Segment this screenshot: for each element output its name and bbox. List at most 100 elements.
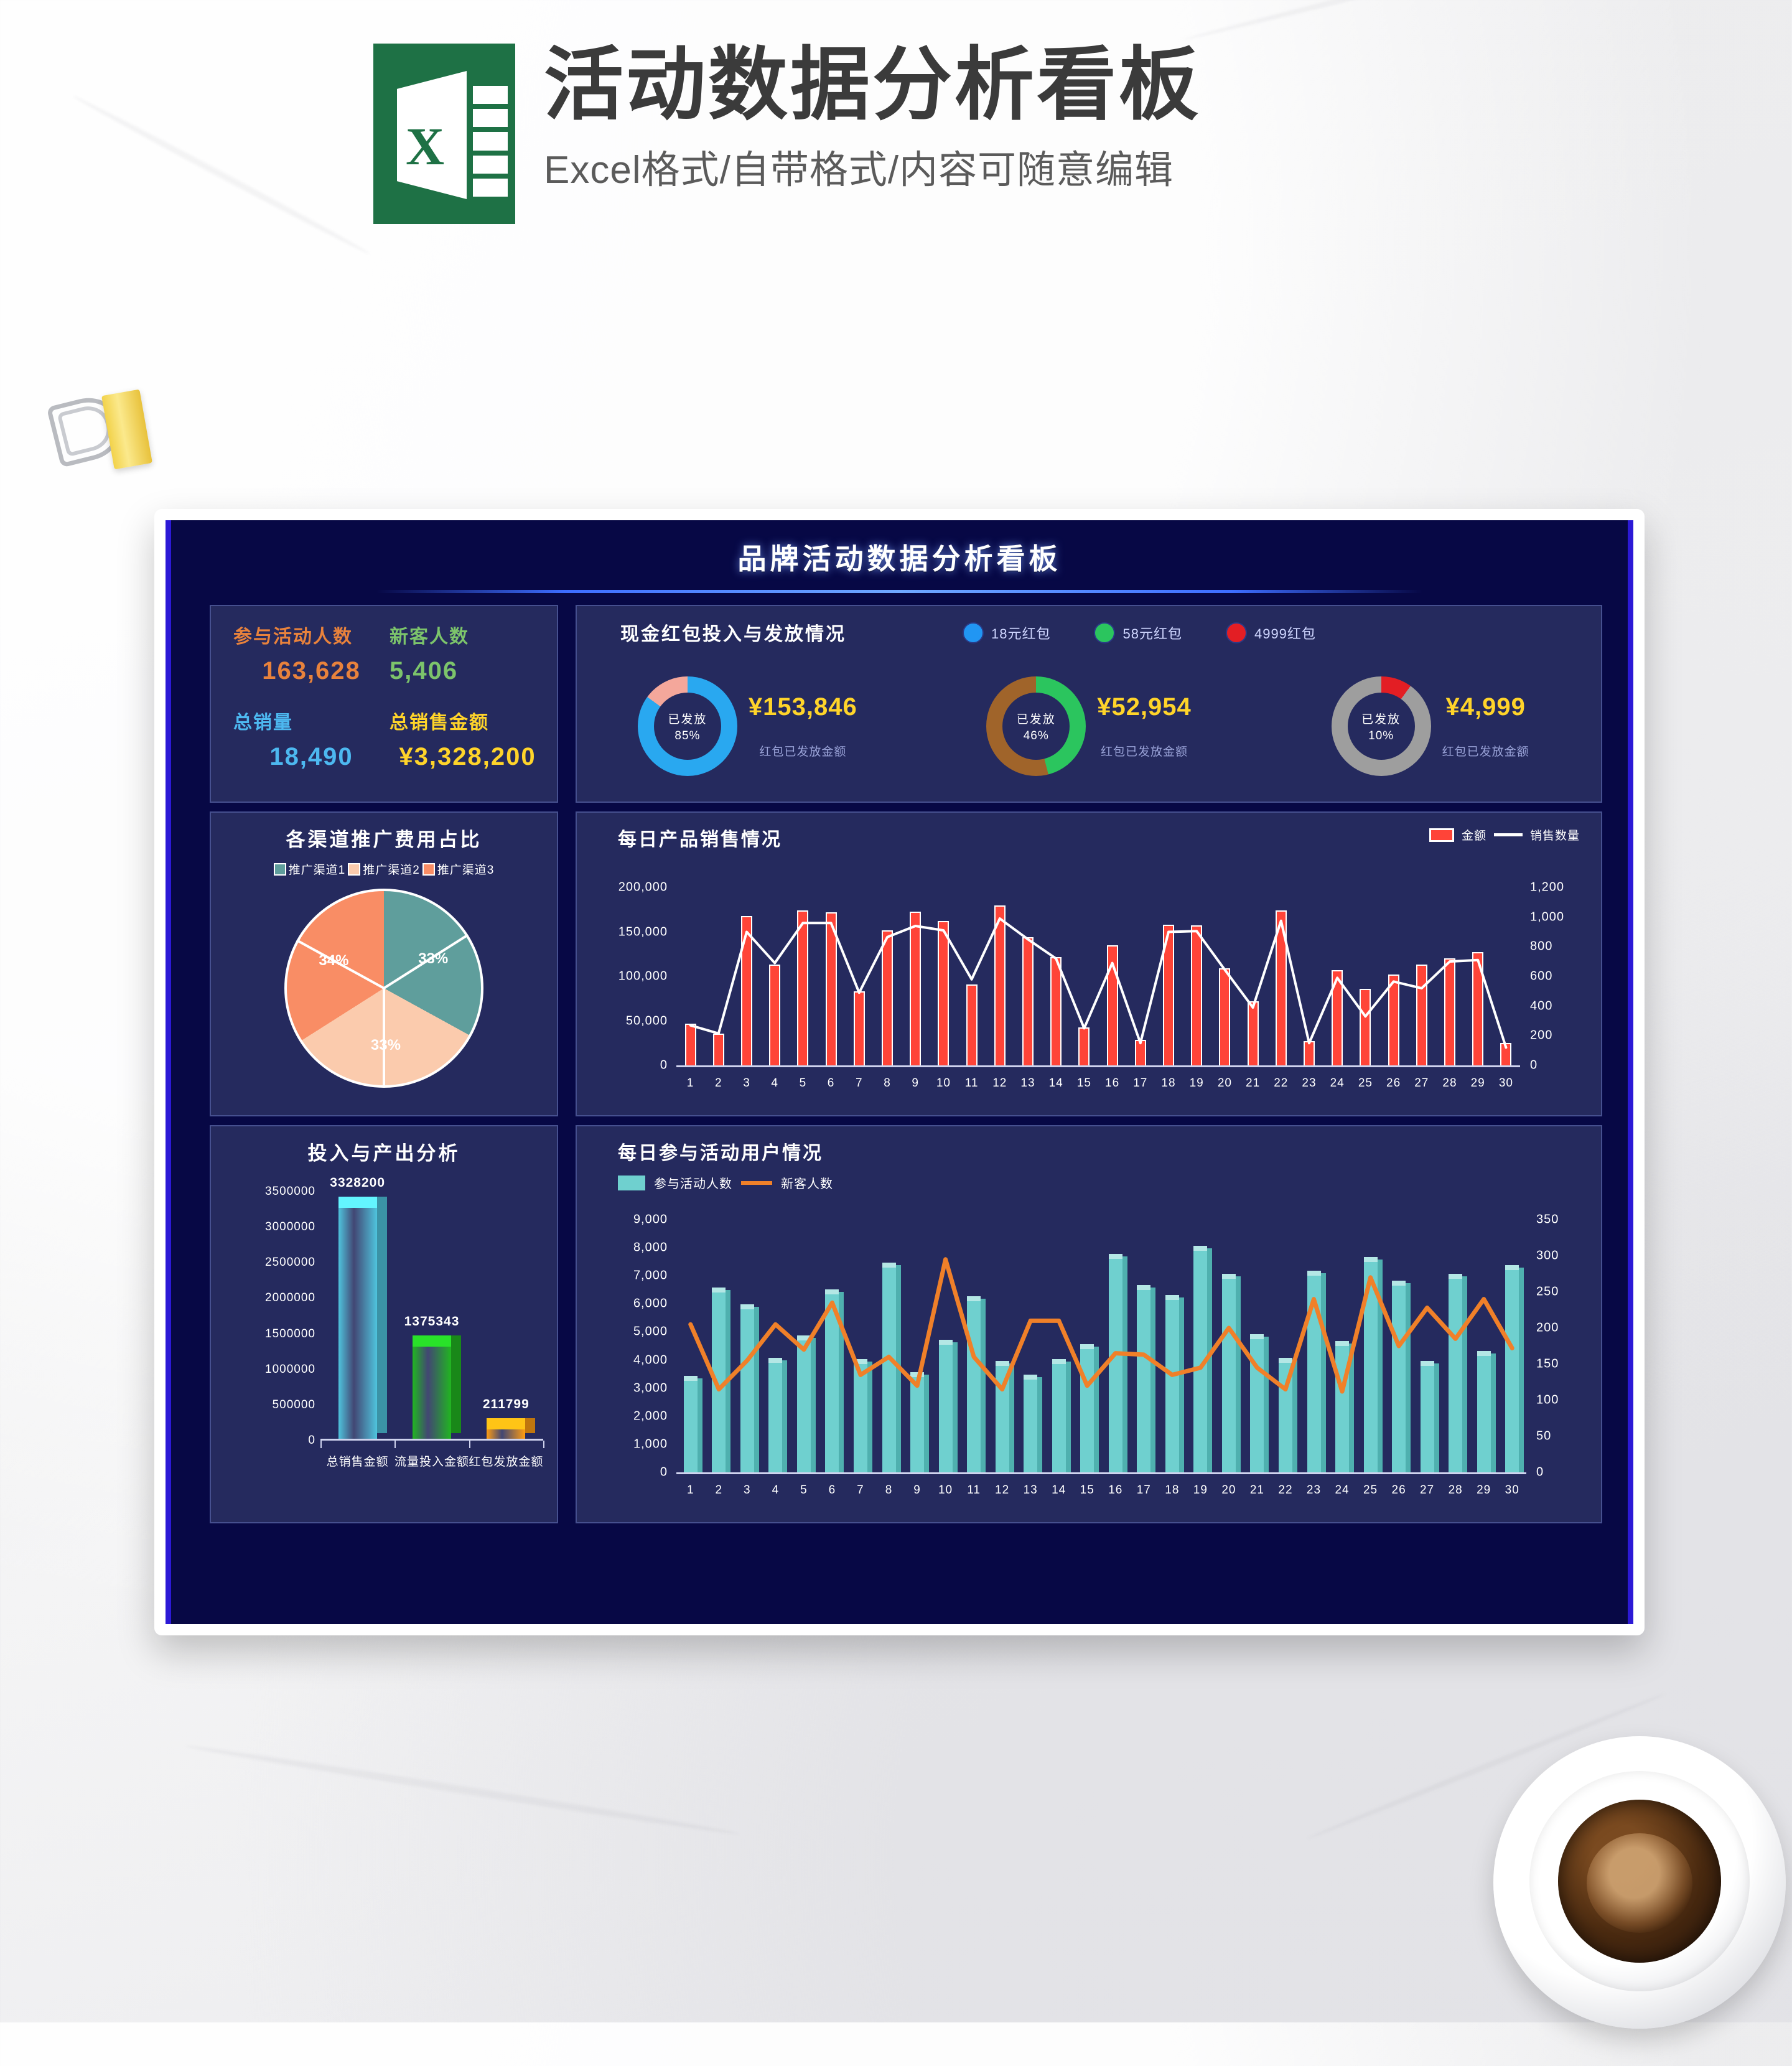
y-axis-tick-right: 600 bbox=[1530, 969, 1553, 983]
io-y-axis: 0 500000 1000000 1500000 2000000 2500000 30000… bbox=[216, 1185, 315, 1447]
x-axis-tick: 2 bbox=[715, 1484, 723, 1497]
io-bar-side bbox=[376, 1196, 387, 1433]
x-axis-tick: 9 bbox=[913, 1484, 921, 1497]
bar-top-face bbox=[1137, 1284, 1151, 1290]
bar-top-face bbox=[853, 1359, 867, 1365]
bar-top-face bbox=[910, 1372, 925, 1377]
bar-side-face bbox=[1207, 1248, 1213, 1472]
io-category-label: 流量投入金额 bbox=[394, 1456, 470, 1469]
legend-dot-icon bbox=[1094, 622, 1116, 643]
bar-top-face bbox=[712, 1288, 726, 1293]
bar-top-face bbox=[1449, 1273, 1463, 1279]
bar-side-face bbox=[1377, 1259, 1383, 1472]
y-axis-tick-left: 8,000 bbox=[633, 1240, 668, 1255]
kpi-value: ¥3,328,200 bbox=[399, 743, 536, 770]
x-axis-tick: 9 bbox=[912, 1077, 919, 1090]
bar-top-face bbox=[1193, 1245, 1208, 1251]
daily-users-legend: 参与活动人数 新客人数 bbox=[618, 1174, 833, 1192]
x-axis-tick: 14 bbox=[1052, 1484, 1066, 1497]
daily-sales-title: 每日产品销售情况 bbox=[618, 830, 782, 850]
legend-swatch bbox=[348, 862, 361, 876]
io-y-tick: 1500000 bbox=[265, 1327, 315, 1340]
bar-side-face bbox=[924, 1374, 930, 1472]
y-axis-tick-right: 100 bbox=[1536, 1393, 1559, 1407]
redpacket-legend: 18元红包 58元红包 4999红包 bbox=[963, 622, 1316, 643]
daily-sales-legend: 金额 销售数量 bbox=[1429, 826, 1580, 843]
io-bar-face bbox=[413, 1340, 451, 1439]
y-axis-tick-left: 0 bbox=[660, 1465, 668, 1479]
bar-side-face bbox=[782, 1360, 788, 1472]
x-axis-tick: 10 bbox=[936, 1077, 951, 1090]
x-axis-tick: 12 bbox=[992, 1077, 1007, 1090]
io-y-tick: 500000 bbox=[272, 1398, 315, 1411]
x-axis-tick: 20 bbox=[1221, 1484, 1236, 1497]
x-axis-tick: 27 bbox=[1414, 1077, 1429, 1090]
bar-side-face bbox=[726, 1290, 731, 1472]
bar-side-face bbox=[1292, 1360, 1297, 1472]
chart-bar bbox=[1307, 1271, 1326, 1472]
kpi-grid: 参与活动人数 163,628 新客人数 5,406 总销量 18,490 总销售… bbox=[211, 606, 557, 802]
redpacket-amount-block: ¥4,999 红包已发放金额 bbox=[1442, 693, 1529, 759]
bar-top-face bbox=[938, 1339, 953, 1345]
chart-bar bbox=[1363, 1256, 1383, 1472]
io-bar-value: 3328200 bbox=[330, 1175, 386, 1190]
bar-side-face bbox=[1122, 1256, 1127, 1472]
pie-legend-item-2: 推广渠道3 bbox=[422, 861, 495, 877]
io-y-tick: 2000000 bbox=[265, 1291, 315, 1305]
paper-clip-icon bbox=[46, 389, 159, 479]
io-bar-side bbox=[451, 1335, 461, 1433]
bar-side-face bbox=[1009, 1363, 1014, 1472]
legend-label: 4999红包 bbox=[1254, 626, 1316, 642]
bar-top-face bbox=[1052, 1359, 1066, 1365]
legend-swatch-amount bbox=[1429, 828, 1454, 842]
kpi-label: 参与活动人数 bbox=[233, 627, 353, 647]
bar-top-face bbox=[740, 1304, 754, 1310]
io-axis-tick bbox=[543, 1441, 544, 1448]
io-bar-top bbox=[338, 1196, 377, 1208]
chart-bar bbox=[853, 1359, 872, 1472]
bar-top-face bbox=[1505, 1265, 1519, 1271]
bar-top-face bbox=[995, 1360, 1009, 1366]
donut-percent: 10% bbox=[1368, 729, 1394, 742]
x-axis-tick: 27 bbox=[1420, 1484, 1435, 1497]
redpacket-amount: ¥4,999 bbox=[1445, 693, 1526, 721]
chart-bar bbox=[1022, 937, 1034, 1065]
chart-bar bbox=[1106, 945, 1118, 1065]
bar-side-face bbox=[697, 1378, 702, 1472]
y-axis-tick-right: 1,200 bbox=[1530, 880, 1565, 894]
bar-side-face bbox=[1519, 1268, 1524, 1472]
bar-side-face bbox=[754, 1307, 759, 1472]
y-axis-tick-left: 4,000 bbox=[633, 1353, 668, 1367]
chart-bar bbox=[938, 921, 950, 1065]
chart-bar bbox=[1335, 1341, 1355, 1472]
channel-pie-panel: 各渠道推广费用占比 推广渠道1 推广渠道2 推广渠道3 33% 33% 34% bbox=[210, 811, 558, 1116]
redpacket-title: 现金红包投入与发放情况 bbox=[620, 624, 846, 645]
x-axis-tick: 23 bbox=[1306, 1484, 1322, 1497]
bar-top-face bbox=[1278, 1358, 1292, 1363]
legend-dot-icon bbox=[1225, 622, 1247, 643]
chart-bar bbox=[684, 1023, 696, 1065]
legend-label: 58元红包 bbox=[1122, 626, 1182, 642]
legend-line-newcustomers bbox=[741, 1180, 772, 1185]
redpacket-caption: 红包已发放金额 bbox=[759, 746, 847, 759]
x-axis-tick: 18 bbox=[1161, 1077, 1176, 1090]
redpacket-panel: 现金红包投入与发放情况 18元红包 58元红包 4999红包 已发放 85% ¥153,… bbox=[576, 605, 1602, 803]
bar-side-face bbox=[1094, 1346, 1099, 1472]
io-bar-value: 211799 bbox=[482, 1396, 530, 1411]
legend-line-quantity bbox=[1493, 833, 1523, 836]
redpacket-caption: 红包已发放金额 bbox=[1100, 746, 1188, 759]
chart-bar bbox=[712, 1033, 724, 1065]
marble-vein bbox=[1182, 0, 1607, 42]
legend-label: 推广渠道2 bbox=[363, 864, 420, 877]
bar-top-face bbox=[796, 1335, 811, 1340]
kpi-label: 新客人数 bbox=[390, 627, 469, 647]
y-axis-tick-left: 200,000 bbox=[618, 880, 668, 894]
x-axis-tick: 28 bbox=[1442, 1077, 1457, 1090]
redpacket-legend-item-1: 58元红包 bbox=[1094, 622, 1182, 643]
io-bar-top bbox=[413, 1335, 451, 1347]
y-axis-tick-left: 3,000 bbox=[633, 1381, 668, 1395]
bar-top-face bbox=[1307, 1271, 1321, 1276]
donut-center: 已发放 46% bbox=[1002, 693, 1070, 760]
daily-sales-plot: 0 50,000 100,000 150,000 200,000 0 200 400 600 80… bbox=[577, 813, 1601, 1115]
x-axis-tick: 22 bbox=[1274, 1077, 1289, 1090]
